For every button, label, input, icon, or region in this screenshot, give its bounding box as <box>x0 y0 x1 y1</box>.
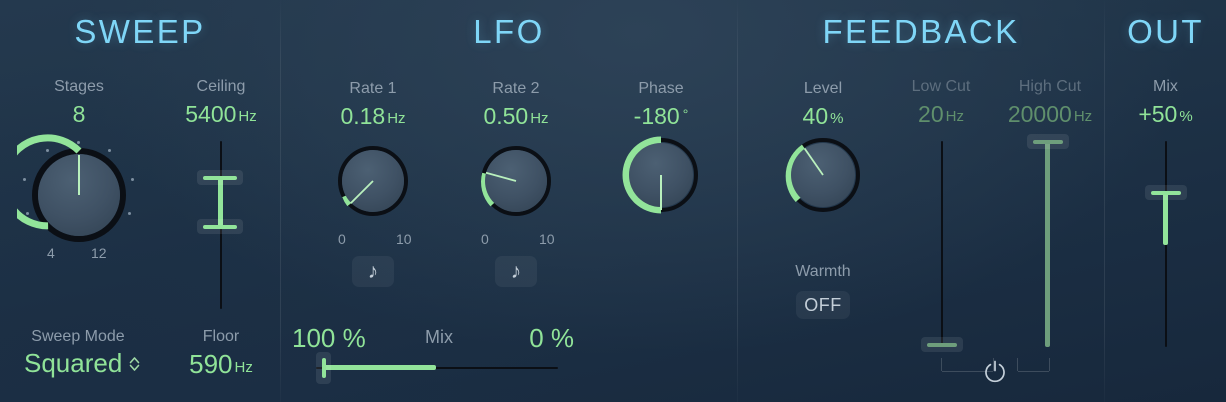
section-title-sweep: SWEEP <box>74 13 206 50</box>
stages-tick-dot <box>23 178 26 181</box>
section-title-lfo: LFO <box>473 13 545 50</box>
chevron-updown-icon <box>129 356 140 372</box>
divider-feedback-out <box>1104 0 1105 402</box>
lfo-mix-slider-handle[interactable] <box>316 352 331 384</box>
ceiling-label: Ceiling <box>196 78 246 95</box>
high-cut-label: High Cut <box>1018 78 1082 95</box>
floor-slider-handle[interactable] <box>197 219 243 234</box>
stages-tick-dot <box>108 149 111 152</box>
feedback-level-value: 40% <box>762 103 884 130</box>
feedback-level-number: 40 <box>802 103 829 129</box>
section-title-feedback: FEEDBACK <box>822 13 1020 50</box>
rate1-tick-max: 10 <box>396 231 412 247</box>
divider-lfo-feedback <box>737 0 738 402</box>
feedback-power-button[interactable] <box>982 358 1008 384</box>
ceiling-floor-slider-fill <box>218 178 223 228</box>
stages-value: 8 <box>72 101 86 127</box>
phase-value: -180 ° <box>600 103 722 130</box>
sweep-mode-label: Sweep Mode <box>31 328 125 345</box>
rate1-label: Rate 1 <box>349 80 397 97</box>
rate1-knob[interactable] <box>331 139 415 223</box>
warmth-label: Warmth <box>795 263 851 280</box>
feedback-level-unit: % <box>830 110 844 127</box>
high-cut-unit: Hz <box>1073 108 1093 125</box>
phase-knob[interactable] <box>617 131 705 219</box>
ceiling-slider-handle[interactable] <box>197 170 243 185</box>
rate1-sync-button[interactable]: ♪ <box>352 256 394 287</box>
rate1-value: 0.18 Hz <box>312 103 434 130</box>
eighth-note-icon: ♪ <box>510 259 522 283</box>
stages-label: Stages <box>54 78 104 95</box>
rate2-knob[interactable] <box>474 139 558 223</box>
rate2-value: 0.50 Hz <box>455 103 577 130</box>
floor-unit: Hz <box>234 359 253 376</box>
out-mix-slider-handle[interactable] <box>1145 185 1187 200</box>
out-mix-value: +50% <box>1105 101 1226 128</box>
out-mix-slider-fill <box>1163 192 1168 245</box>
rate2-label: Rate 2 <box>492 80 540 97</box>
stages-tick-dot <box>77 141 80 144</box>
floor-number: 590 <box>189 349 233 379</box>
lfo-mix-slider-fill <box>322 365 436 370</box>
rate2-tick-min: 0 <box>481 231 489 247</box>
power-bracket-right <box>1017 358 1050 372</box>
rate2-tick-max: 10 <box>539 231 555 247</box>
floor-value: 590 Hz <box>162 349 280 380</box>
rate2-unit: Hz <box>530 110 549 127</box>
divider-sweep-lfo <box>280 0 281 402</box>
sweep-mode-dropdown[interactable]: Squared <box>24 348 140 379</box>
low-cut-value: 20 Hz <box>885 101 997 128</box>
sweep-mode-value: Squared <box>24 348 123 378</box>
feedback-level-knob[interactable] <box>779 131 867 219</box>
lfo-mix-right-value: 0 % <box>529 323 574 353</box>
ceiling-value: 5400 Hz <box>162 101 280 128</box>
stages-tick-dot <box>26 212 29 215</box>
stages-tick-dot <box>128 212 131 215</box>
lfo-mix-label: Mix <box>425 327 453 347</box>
phase-label: Phase <box>638 80 684 97</box>
out-mix-number: +50 <box>1138 101 1178 127</box>
out-mix-unit: % <box>1179 108 1193 125</box>
high-cut-slider-handle[interactable] <box>1027 134 1069 149</box>
low-cut-unit: Hz <box>945 108 964 125</box>
high-cut-number: 20000 <box>1007 101 1072 127</box>
lfo-mix-slider-track[interactable] <box>316 367 558 369</box>
rate2-sync-button[interactable]: ♪ <box>495 256 537 287</box>
out-mix-label: Mix <box>1153 78 1178 95</box>
floor-label: Floor <box>202 328 240 345</box>
phase-unit: ° <box>682 106 689 122</box>
high-cut-value: 20000 Hz <box>987 101 1113 128</box>
rate2-number: 0.50 <box>483 103 529 129</box>
rate1-number: 0.18 <box>340 103 386 129</box>
stages-tick-max: 12 <box>91 245 107 261</box>
stages-tick-dot <box>46 149 49 152</box>
warmth-toggle-button[interactable]: OFF <box>796 291 850 319</box>
high-cut-slider-fill <box>1045 141 1050 347</box>
power-icon <box>985 360 1005 383</box>
section-title-out: OUT <box>1127 13 1204 50</box>
low-cut-number: 20 <box>918 101 944 127</box>
rate1-unit: Hz <box>387 110 406 127</box>
stages-knob[interactable] <box>17 133 141 257</box>
eighth-note-icon: ♪ <box>367 259 379 283</box>
low-cut-label: Low Cut <box>911 78 971 95</box>
low-cut-slider-handle[interactable] <box>921 337 963 352</box>
stages-tick-dot <box>131 178 134 181</box>
low-cut-slider-track[interactable] <box>941 141 943 347</box>
feedback-level-label: Level <box>803 80 843 97</box>
ceiling-number: 5400 <box>185 101 237 127</box>
lfo-mix-left-value: 100 % <box>292 323 366 353</box>
stages-tick-min: 4 <box>47 245 55 261</box>
ceiling-unit: Hz <box>238 108 257 125</box>
phase-number: -180 <box>633 103 680 129</box>
rate1-tick-min: 0 <box>338 231 346 247</box>
power-bracket-left <box>941 358 994 372</box>
warmth-toggle-value: OFF <box>804 294 842 315</box>
